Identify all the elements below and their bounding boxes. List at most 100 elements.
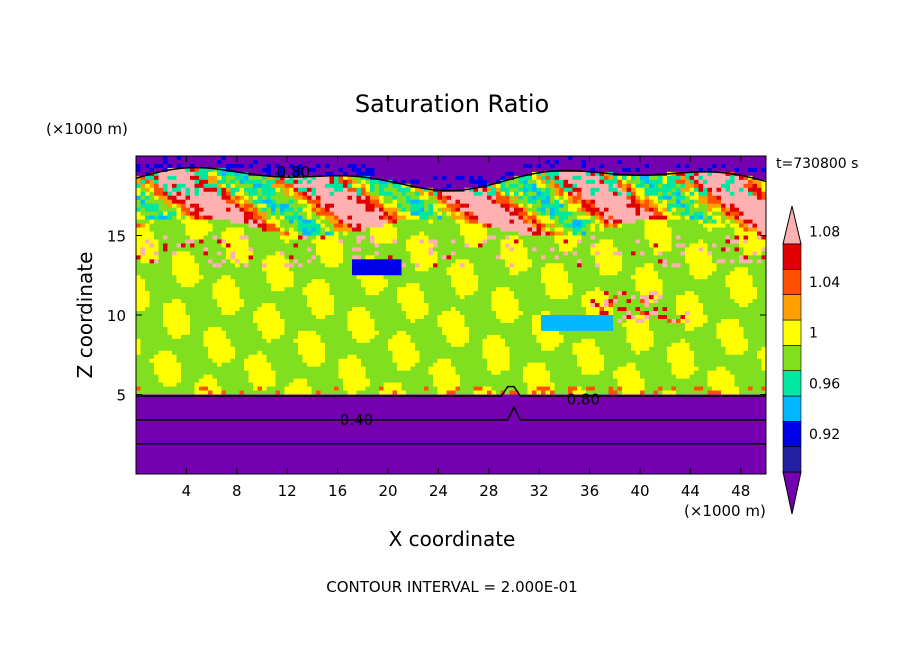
- heatmap-cell: [649, 156, 655, 161]
- heatmap-cell: [181, 156, 187, 161]
- heatmap-cell: [581, 243, 587, 249]
- heatmap-cell: [572, 291, 578, 296]
- heatmap-cell: [199, 179, 205, 185]
- heatmap-cell: [257, 227, 263, 233]
- heatmap-cell: [478, 263, 484, 268]
- heatmap-cell: [725, 279, 731, 284]
- heatmap-cell: [689, 207, 695, 213]
- heatmap-cell: [496, 227, 502, 233]
- heatmap-cell: [361, 159, 367, 165]
- heatmap-cell: [293, 156, 299, 161]
- heatmap-cell: [383, 271, 389, 276]
- heatmap-cell: [640, 251, 646, 256]
- heatmap-cell: [154, 179, 160, 185]
- heatmap-cell: [212, 191, 218, 197]
- heatmap-cell: [154, 175, 160, 181]
- heatmap-cell: [401, 159, 407, 165]
- heatmap-cell: [230, 191, 236, 197]
- heatmap-cell: [343, 191, 349, 197]
- heatmap-cell: [644, 223, 650, 229]
- heatmap-cell: [532, 175, 538, 181]
- heatmap-cell: [563, 291, 569, 296]
- heatmap-cell: [734, 207, 740, 213]
- heatmap-cell: [581, 239, 587, 245]
- heatmap-cell: [604, 211, 610, 217]
- heatmap-cell: [635, 263, 641, 268]
- heatmap-cell: [667, 263, 673, 268]
- heatmap-cell: [352, 203, 358, 209]
- heatmap-cell: [329, 231, 335, 237]
- heatmap-cell: [680, 267, 686, 272]
- heatmap-cell: [410, 219, 416, 225]
- heatmap-cell: [347, 215, 353, 221]
- heatmap-cell: [208, 156, 214, 161]
- heatmap-cell: [428, 263, 434, 268]
- heatmap-cell: [370, 179, 376, 185]
- heatmap-cell: [410, 239, 416, 245]
- heatmap-cell: [136, 187, 142, 193]
- heatmap-cell: [194, 267, 200, 272]
- heatmap-cell: [163, 215, 169, 221]
- heatmap-cell: [518, 211, 524, 217]
- heatmap-cell: [401, 223, 407, 229]
- heatmap-cell: [725, 195, 731, 201]
- heatmap-cell: [316, 175, 322, 181]
- heatmap-cell: [167, 291, 173, 296]
- heatmap-cell: [158, 235, 164, 241]
- heatmap-cell: [316, 163, 322, 169]
- heatmap-cell: [658, 235, 664, 241]
- heatmap-cell: [271, 167, 277, 173]
- heatmap-cell: [464, 251, 470, 256]
- heatmap-cell: [293, 275, 299, 280]
- heatmap-cell: [649, 187, 655, 193]
- heatmap-cell: [635, 235, 641, 241]
- heatmap-cell: [253, 283, 259, 288]
- heatmap-cell: [401, 267, 407, 272]
- heatmap-cell: [311, 175, 317, 181]
- heatmap-cell: [149, 175, 155, 181]
- heatmap-cell: [752, 291, 758, 296]
- heatmap-cell: [392, 279, 398, 284]
- heatmap-cell: [581, 219, 587, 225]
- heatmap-cell: [383, 219, 389, 225]
- heatmap-cell: [347, 223, 353, 229]
- heatmap-cell: [752, 239, 758, 245]
- heatmap-cell: [545, 223, 551, 229]
- heatmap-cell: [478, 239, 484, 245]
- heatmap-cell: [428, 243, 434, 249]
- heatmap-cell: [469, 271, 475, 276]
- heatmap-cell: [716, 231, 722, 237]
- heatmap-cell: [163, 187, 169, 193]
- heatmap-cell: [554, 195, 560, 201]
- heatmap-cell: [649, 191, 655, 197]
- heatmap-cell: [721, 179, 727, 185]
- heatmap-cell: [176, 267, 182, 272]
- heatmap-cell: [298, 263, 304, 268]
- heatmap-cell: [649, 255, 655, 260]
- heatmap-cell: [221, 203, 227, 209]
- heatmap-cell: [212, 243, 218, 249]
- heatmap-cell: [577, 287, 583, 292]
- heatmap-cell: [361, 271, 367, 276]
- heatmap-cell: [649, 183, 655, 189]
- heatmap-cell: [401, 211, 407, 217]
- heatmap-cell: [239, 171, 245, 177]
- heatmap-cell: [761, 239, 766, 245]
- heatmap-cell: [707, 263, 713, 268]
- heatmap-cell: [653, 187, 659, 193]
- heatmap-cell: [491, 231, 497, 237]
- heatmap-cell: [442, 267, 448, 272]
- heatmap-cell: [383, 167, 389, 173]
- heatmap-cell: [604, 203, 610, 209]
- heatmap-cell: [721, 191, 727, 197]
- heatmap-cell: [532, 187, 538, 193]
- heatmap-cell: [613, 219, 619, 225]
- heatmap-cell: [410, 211, 416, 217]
- heatmap-cell: [748, 219, 754, 225]
- heatmap-cell: [374, 271, 380, 276]
- heatmap-cell: [365, 287, 371, 292]
- heatmap-cell: [662, 247, 668, 253]
- heatmap-cell: [154, 275, 160, 280]
- heatmap-cell: [496, 255, 502, 260]
- heatmap-cell: [676, 175, 682, 181]
